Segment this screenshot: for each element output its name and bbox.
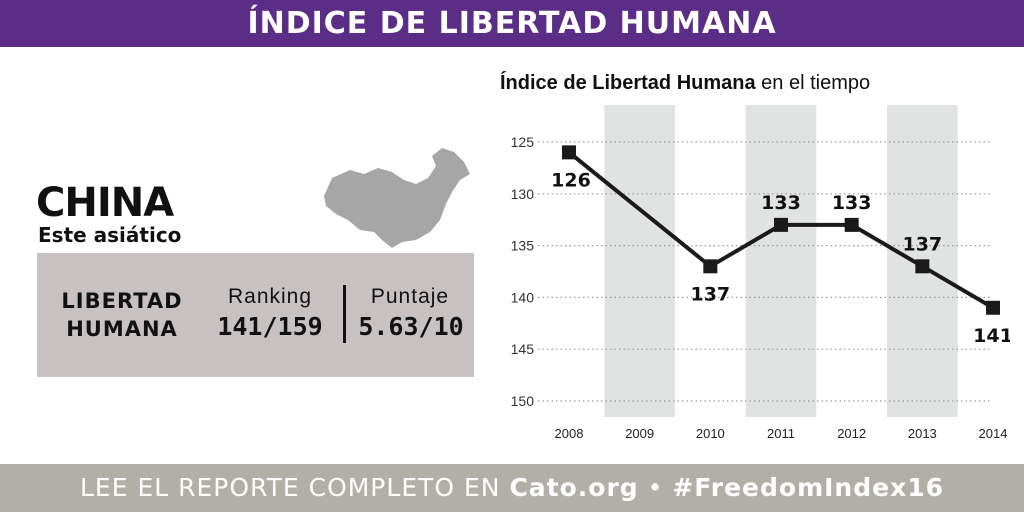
data-point-2008 — [562, 145, 576, 160]
data-label-2012: 133 — [832, 192, 872, 214]
ranking-value: 141/159 — [217, 312, 323, 341]
x-tick-label-2009: 2009 — [625, 426, 654, 441]
freedom-label-line2: HUMANA — [66, 317, 178, 341]
ranking-label: Ranking — [227, 285, 313, 308]
china-map-icon — [324, 148, 470, 248]
data-point-2011 — [774, 217, 788, 232]
footer-banner: LEE EL REPORTE COMPLETO EN Cato.org • #F… — [0, 464, 1024, 512]
x-tick-label-2012: 2012 — [837, 426, 866, 441]
chart-title-rest: en el tiempo — [755, 72, 871, 94]
y-tick-label-130: 130 — [511, 186, 535, 202]
data-point-2013 — [915, 259, 930, 274]
x-tick-label-2014: 2014 — [979, 426, 1008, 441]
data-label-2013: 137 — [902, 233, 942, 255]
y-tick-label-145: 145 — [511, 341, 535, 357]
footer-site-link[interactable]: Cato.org — [509, 473, 639, 502]
shaded-band-2009 — [604, 105, 675, 417]
header-title: ÍNDICE DE LIBERTAD HUMANA — [247, 6, 777, 41]
data-label-2010: 137 — [690, 283, 730, 305]
freedom-label: LIBERTAD HUMANA — [52, 287, 192, 343]
data-point-2010 — [703, 259, 718, 274]
freedom-label-line1: LIBERTAD — [61, 289, 183, 313]
data-label-2011: 133 — [761, 192, 801, 214]
footer-hashtag[interactable]: #FreedomIndex16 — [672, 473, 944, 502]
y-tick-label-150: 150 — [511, 393, 535, 409]
shaded-band-2011 — [745, 105, 817, 417]
freedom-infobox — [37, 253, 474, 377]
metric-separator — [343, 285, 346, 343]
score-label: Puntaje — [370, 285, 450, 308]
country-region: Este asiático — [38, 223, 182, 247]
chart-title-bold: Índice de Libertad Humana — [500, 72, 756, 94]
chart-title: Índice de Libertad Humana en el tiempo — [500, 72, 870, 95]
footer-separator: • — [638, 473, 673, 502]
y-tick-label-140: 140 — [511, 289, 535, 305]
x-tick-label-2013: 2013 — [908, 426, 937, 441]
x-tick-label-2008: 2008 — [555, 426, 584, 441]
data-label-2008: 126 — [551, 169, 591, 191]
series-line — [567, 150, 995, 310]
y-tick-label-135: 135 — [511, 238, 535, 254]
header-banner: ÍNDICE DE LIBERTAD HUMANA — [0, 0, 1024, 47]
data-point-2014 — [986, 300, 1000, 315]
country-name: CHINA — [36, 180, 174, 226]
score-value: 5.63/10 — [358, 312, 464, 341]
data-point-2012 — [844, 217, 859, 232]
y-tick-label-125: 125 — [511, 134, 535, 150]
freedom-index-line-chart: 125 130 135 140 145 150 2008 2009 2010 2011 2012 20… — [511, 105, 1010, 441]
x-tick-label-2011: 2011 — [767, 426, 795, 441]
footer-prefix: LEE EL REPORTE COMPLETO EN — [79, 473, 510, 502]
data-label-2014: 141 — [973, 325, 1010, 347]
x-tick-label-2010: 2010 — [696, 426, 725, 441]
